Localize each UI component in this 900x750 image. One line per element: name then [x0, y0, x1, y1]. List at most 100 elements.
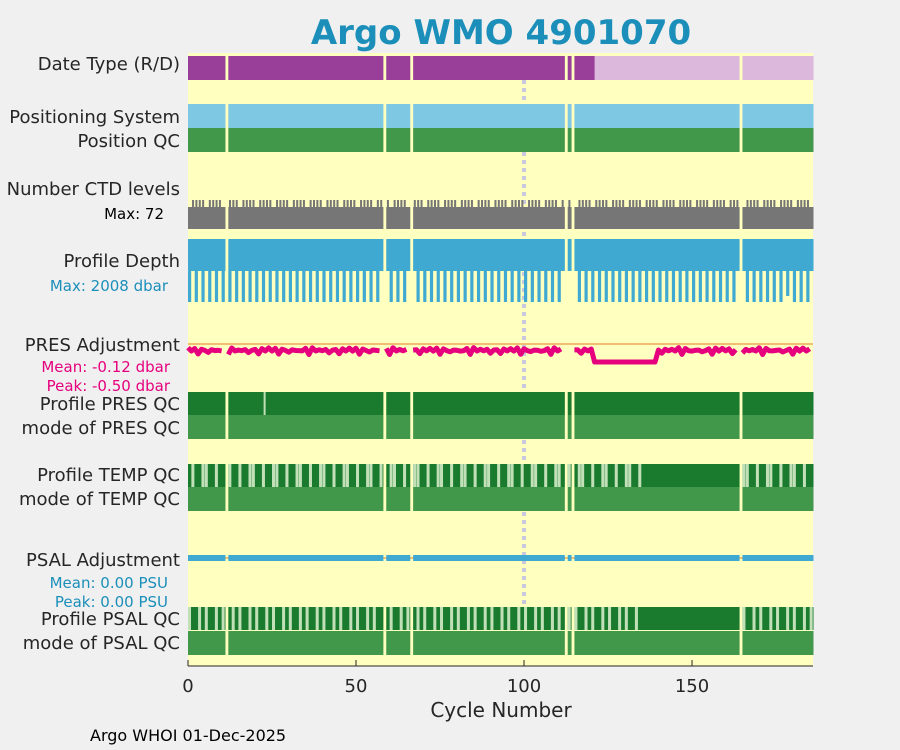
profile-depth-stick: [241, 271, 245, 302]
profile-depth-stick: [671, 271, 676, 302]
chart-title: Argo WMO 4901070: [311, 13, 691, 53]
mode-psal-qc-bar: [188, 631, 226, 655]
ctd-level-tick: [531, 200, 534, 207]
row-label-ctd-levels: Number CTD levels: [7, 179, 180, 200]
profile-psal-qc-stripe: [802, 607, 806, 630]
profile-depth-stick: [342, 271, 346, 302]
profile-depth-stick: [799, 271, 803, 302]
ctd-level-tick: [302, 200, 305, 207]
profile-psal-qc-stripe: [349, 607, 353, 630]
ctd-level-tick: [464, 200, 467, 207]
ctd-level-tick: [800, 200, 803, 207]
mode-psal-qc-bar: [228, 631, 384, 655]
profile-depth-stick: [705, 271, 709, 302]
psal-adjustment-line: [567, 555, 572, 561]
profile-depth-stick: [624, 271, 629, 302]
ctd-level-tick: [783, 200, 786, 207]
row-label-profile-depth: Profile Depth: [63, 251, 180, 272]
profile-psal-qc-stripe: [272, 607, 276, 630]
profile-depth-stick: [537, 271, 541, 302]
profile-depth-stick: [275, 271, 279, 302]
ctd-level-tick: [632, 200, 635, 207]
profile-temp-qc-stripe: [473, 464, 477, 487]
profile-depth-band: [188, 239, 226, 271]
profile-psal-qc-stripe: [759, 607, 763, 630]
profile-depth-stick: [510, 271, 514, 302]
profile-temp-qc-stripe: [275, 464, 279, 487]
ctd-level-tick: [669, 200, 672, 207]
x-tick-label: 100: [507, 676, 541, 697]
profile-temp-qc-stripe: [369, 464, 373, 487]
profile-psal-qc-stripe: [366, 607, 370, 630]
row-label-mode-pres-qc: mode of PRES QC: [22, 418, 180, 439]
ctd-level-tick: [699, 200, 702, 207]
profile-psal-qc-stripe: [433, 607, 437, 630]
profile-depth-stick: [685, 271, 689, 302]
ctd-level-tick: [460, 200, 463, 207]
ctd-max-label: Max: 72: [104, 205, 164, 223]
profile-psal-qc-stripe: [792, 607, 796, 630]
profile-depth-stick: [201, 271, 205, 302]
row-label-mode-temp-qc: mode of TEMP QC: [19, 489, 180, 510]
profile-temp-qc-stripe: [426, 464, 430, 487]
ctd-level-tick: [595, 200, 598, 207]
mode-temp-qc-bar: [574, 487, 740, 511]
profile-psal-qc-stripe: [238, 607, 242, 630]
profile-temp-qc-stripe: [497, 464, 501, 487]
ctd-level-tick: [551, 200, 554, 207]
pres-adjustment-line: [574, 345, 738, 365]
row-label-position-qc: Position QC: [77, 131, 180, 152]
profile-depth-stick: [322, 271, 326, 302]
profile-depth-stick: [604, 271, 608, 302]
date-type-realtime-bar: [386, 56, 411, 80]
position-qc-bar: [188, 128, 226, 152]
profile-temp-qc-stripe: [204, 464, 208, 487]
profile-temp-qc-stripe: [745, 464, 749, 487]
profile-temp-qc-stripe: [392, 464, 396, 487]
profile-temp-qc-stripe: [416, 464, 420, 487]
profile-depth-stick: [221, 271, 225, 302]
profile-temp-qc-stripe: [251, 464, 255, 487]
profile-temp-qc-stripe: [520, 464, 524, 487]
profile-pres-qc-bar: [574, 392, 740, 415]
profile-depth-stick: [356, 271, 360, 302]
ctd-level-tick: [484, 200, 487, 207]
profile-depth-stick: [497, 271, 501, 302]
ctd-level-tick: [376, 200, 379, 207]
profile-temp-qc-stripe: [792, 464, 796, 487]
mode-pres-qc-bar: [574, 415, 740, 439]
psal-adjustment-line: [228, 555, 384, 561]
ctd-level-tick: [336, 200, 339, 207]
ctd-level-tick: [313, 200, 316, 207]
profile-temp-qc-stripe: [319, 464, 323, 487]
profile-depth-stick: [315, 271, 319, 302]
ctd-level-tick: [235, 200, 238, 207]
profile-temp-qc-stripe: [802, 464, 806, 487]
ctd-level-tick: [638, 200, 641, 207]
profile-temp-qc-stripe: [604, 464, 608, 487]
ctd-level-tick: [397, 200, 400, 207]
profile-depth-stick: [591, 271, 595, 302]
mode-temp-qc-bar: [567, 487, 572, 511]
pres-peak-label: Peak: -0.50 dbar: [47, 377, 171, 395]
ctd-level-tick: [413, 200, 416, 207]
profile-depth-stick: [584, 271, 588, 302]
profile-temp-qc-stripe: [567, 464, 571, 487]
ctd-level-tick: [386, 200, 389, 207]
date-type-delayed-bar: [742, 56, 814, 80]
profile-temp-qc-stripe: [450, 464, 454, 487]
profile-depth-stick: [786, 271, 790, 296]
profile-psal-qc-stripe: [188, 607, 192, 630]
ctd-level-tick: [702, 200, 705, 207]
ctd-levels-bar: [574, 207, 740, 229]
profile-psal-qc-stripe: [624, 607, 628, 630]
ctd-levels-bar: [188, 207, 226, 229]
profile-temp-qc-stripe: [614, 464, 618, 487]
row-label-profile-psal-qc: Profile PSAL QC: [41, 609, 180, 630]
date-type-delayed-bar: [594, 56, 740, 80]
profile-temp-qc-stripe: [638, 464, 642, 487]
profile-temp-qc-stripe: [191, 464, 195, 487]
ctd-level-tick: [598, 200, 601, 207]
mode-temp-qc-bar: [413, 487, 565, 511]
profile-psal-qc-stripe: [752, 607, 756, 630]
